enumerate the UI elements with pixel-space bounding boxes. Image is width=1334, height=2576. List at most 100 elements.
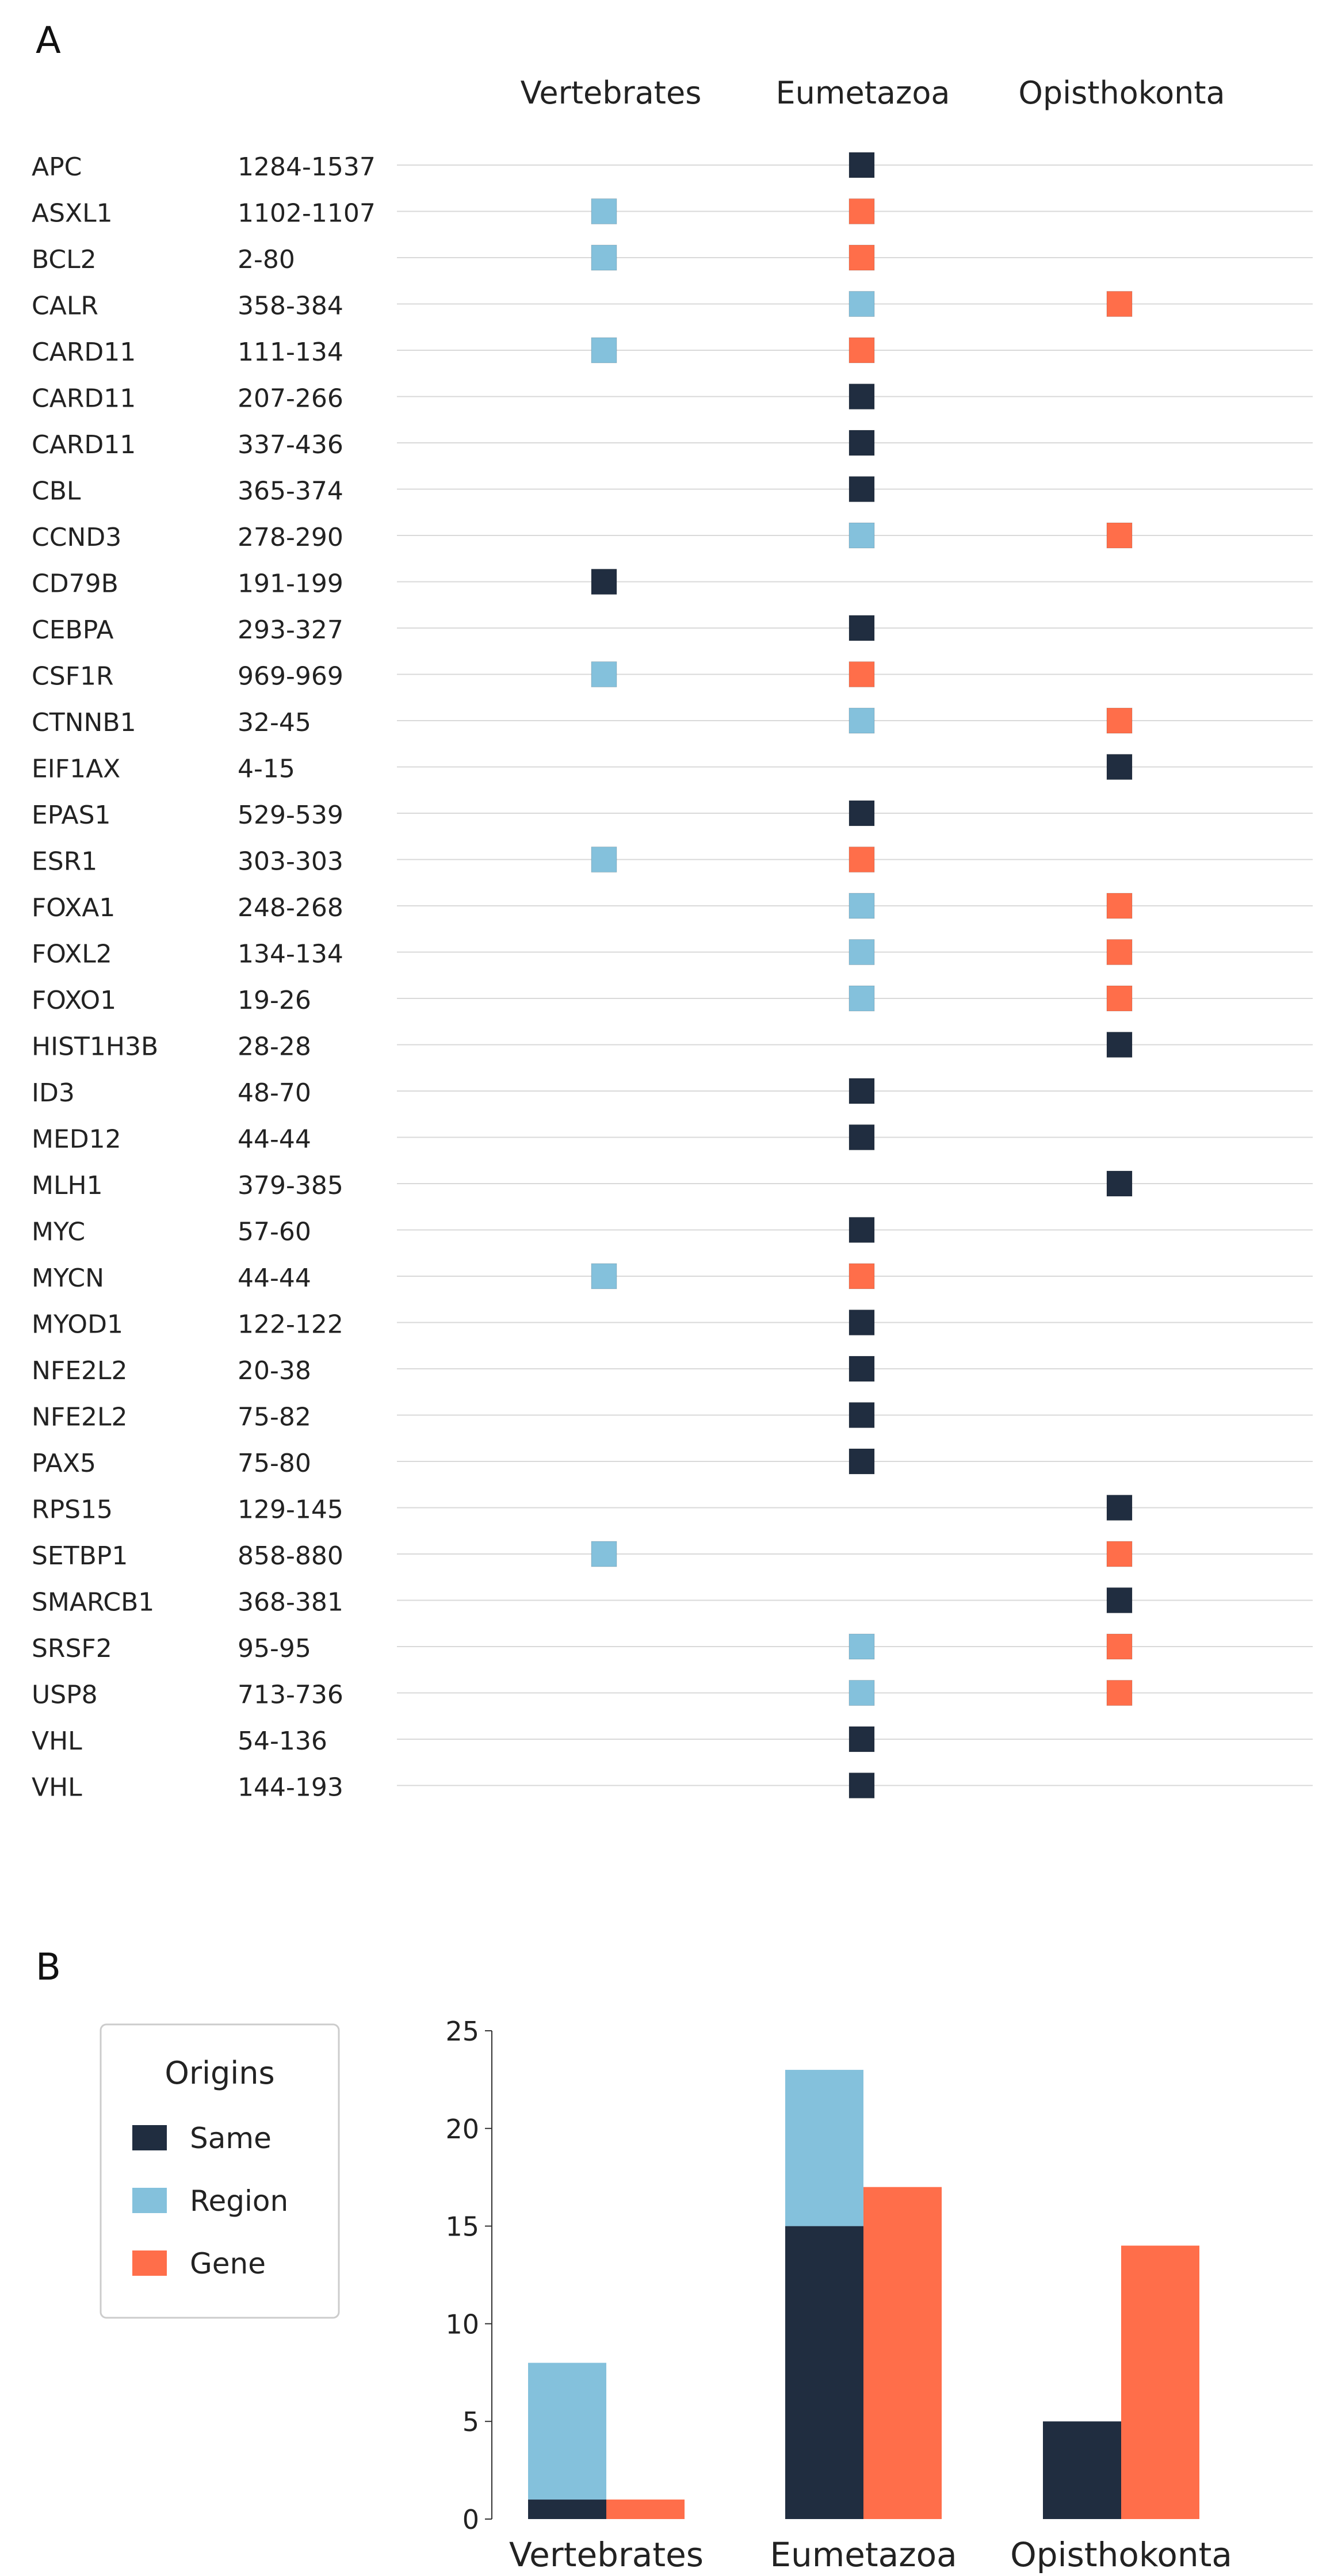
range-label: 75-80 <box>238 1449 311 1478</box>
gene-label: CCND3 <box>32 523 121 552</box>
origin-mark-gene <box>1106 707 1133 734</box>
origin-mark-gene <box>848 198 875 224</box>
gene-label: EIF1AX <box>32 755 120 784</box>
bar-gene-eumetazoa <box>863 2187 942 2519</box>
origin-mark-region <box>848 291 875 317</box>
origin-mark-same <box>848 430 875 456</box>
origin-mark-same <box>848 384 875 409</box>
table-rows: APC 1284-1537 ASXL1 1102-1107 BCL2 2-80 CALR 35… <box>32 152 1313 1802</box>
range-label: 713-736 <box>238 1681 343 1710</box>
column-header-opisthokonta: Opisthokonta <box>1018 75 1225 111</box>
table-row: FOXO1 19-26 <box>32 985 1313 1015</box>
range-label: 54-136 <box>238 1727 327 1756</box>
range-label: 969-969 <box>238 662 343 691</box>
legend-label-gene: Gene <box>190 2247 266 2280</box>
origin-mark-same <box>848 476 875 502</box>
origin-mark-gene <box>1106 939 1133 965</box>
table-row: APC 1284-1537 <box>32 152 1313 182</box>
bar-gene-vertebrates <box>606 2500 685 2519</box>
range-label: 337-436 <box>238 430 343 460</box>
table-row: CSF1R 969-969 <box>32 661 1313 691</box>
range-label: 144-193 <box>238 1773 343 1802</box>
origin-mark-region <box>591 1263 617 1289</box>
origin-mark-region <box>848 985 875 1012</box>
gene-label: CEBPA <box>32 615 114 645</box>
gene-label: EPAS1 <box>32 801 111 830</box>
origin-mark-region <box>591 337 617 363</box>
gene-label: USP8 <box>32 1681 98 1710</box>
legend-title: Origins <box>165 2055 274 2091</box>
gene-label: MYOD1 <box>32 1310 123 1339</box>
origin-mark-gene <box>1106 985 1133 1012</box>
origin-mark-same <box>1106 1170 1133 1197</box>
origin-mark-same <box>848 1356 875 1382</box>
gene-label: RPS15 <box>32 1495 113 1525</box>
table-row: SETBP1 858-880 <box>32 1541 1313 1571</box>
legend-swatch-gene <box>132 2250 167 2276</box>
origin-mark-same <box>848 615 875 641</box>
column-header-vertebrates: Vertebrates <box>521 75 702 111</box>
panel-a-label: A <box>36 20 61 62</box>
legend-label-region: Region <box>190 2184 288 2218</box>
legend: Origins Same Region Gene <box>100 2023 340 2319</box>
table-row: CBL 365-374 <box>32 476 1313 506</box>
table-row: EPAS1 529-539 <box>32 800 1313 830</box>
range-label: 365-374 <box>238 477 343 506</box>
origin-mark-gene <box>848 661 875 687</box>
origin-mark-same <box>848 1217 875 1243</box>
origin-mark-gene <box>848 337 875 363</box>
gene-label: HIST1H3B <box>32 1032 158 1062</box>
range-label: 1284-1537 <box>238 152 376 182</box>
range-label: 368-381 <box>238 1588 343 1617</box>
bar-same-eumetazoa <box>785 2226 863 2519</box>
bar-gene-opisthokonta <box>1121 2245 1199 2519</box>
range-label: 858-880 <box>238 1541 343 1571</box>
origin-mark-same <box>848 800 875 826</box>
origin-mark-region <box>848 1680 875 1706</box>
range-label: 303-303 <box>238 847 343 876</box>
x-tick-label-vertebrates: Vertebrates <box>509 2535 704 2574</box>
table-row: BCL2 2-80 <box>32 244 1313 274</box>
gene-label: SETBP1 <box>32 1541 128 1571</box>
gene-label: ASXL1 <box>32 199 113 228</box>
origin-mark-same <box>848 1402 875 1428</box>
range-label: 44-44 <box>238 1125 311 1154</box>
origin-mark-same <box>848 1078 875 1104</box>
range-label: 1102-1107 <box>238 199 376 228</box>
table-row: USP8 713-736 <box>32 1680 1313 1710</box>
gene-label: NFE2L2 <box>32 1356 128 1385</box>
table-row: ID3 48-70 <box>32 1078 1313 1108</box>
gene-label: CARD11 <box>32 338 136 367</box>
origin-mark-gene <box>1106 291 1133 317</box>
y-tick-label: 10 <box>445 2309 479 2340</box>
table-row: CTNNB1 32-45 <box>32 707 1313 737</box>
gene-label: MYCN <box>32 1264 104 1293</box>
table-row: CALR 358-384 <box>32 291 1313 321</box>
origin-mark-same <box>848 1773 875 1798</box>
table-row: MYOD1 122-122 <box>32 1310 1313 1339</box>
range-label: 122-122 <box>238 1310 343 1339</box>
origin-mark-region <box>591 244 617 271</box>
y-tick-label: 5 <box>462 2406 479 2437</box>
table-row: VHL 144-193 <box>32 1773 1313 1802</box>
x-tick-label-eumetazoa: Eumetazoa <box>770 2535 957 2574</box>
gene-label: SMARCB1 <box>32 1588 154 1617</box>
gene-label: CALR <box>32 292 98 321</box>
table-row: ESR1 303-303 <box>32 847 1313 876</box>
gene-label: NFE2L2 <box>32 1403 128 1432</box>
gene-label: CTNNB1 <box>32 708 136 737</box>
table-row: CCND3 278-290 <box>32 522 1313 552</box>
origin-mark-gene <box>848 244 875 271</box>
gene-label: CD79B <box>32 569 119 599</box>
bar-same-vertebrates <box>528 2500 606 2519</box>
table-row: PAX5 75-80 <box>32 1448 1313 1478</box>
range-label: 111-134 <box>238 338 343 367</box>
range-label: 44-44 <box>238 1264 311 1293</box>
origin-mark-gene <box>848 847 875 872</box>
gene-label: MYC <box>32 1218 85 1247</box>
table-row: MYC 57-60 <box>32 1217 1313 1247</box>
range-label: 278-290 <box>238 523 343 552</box>
origin-mark-gene <box>1106 893 1133 919</box>
range-label: 207-266 <box>238 384 343 414</box>
origin-mark-same <box>848 152 875 178</box>
